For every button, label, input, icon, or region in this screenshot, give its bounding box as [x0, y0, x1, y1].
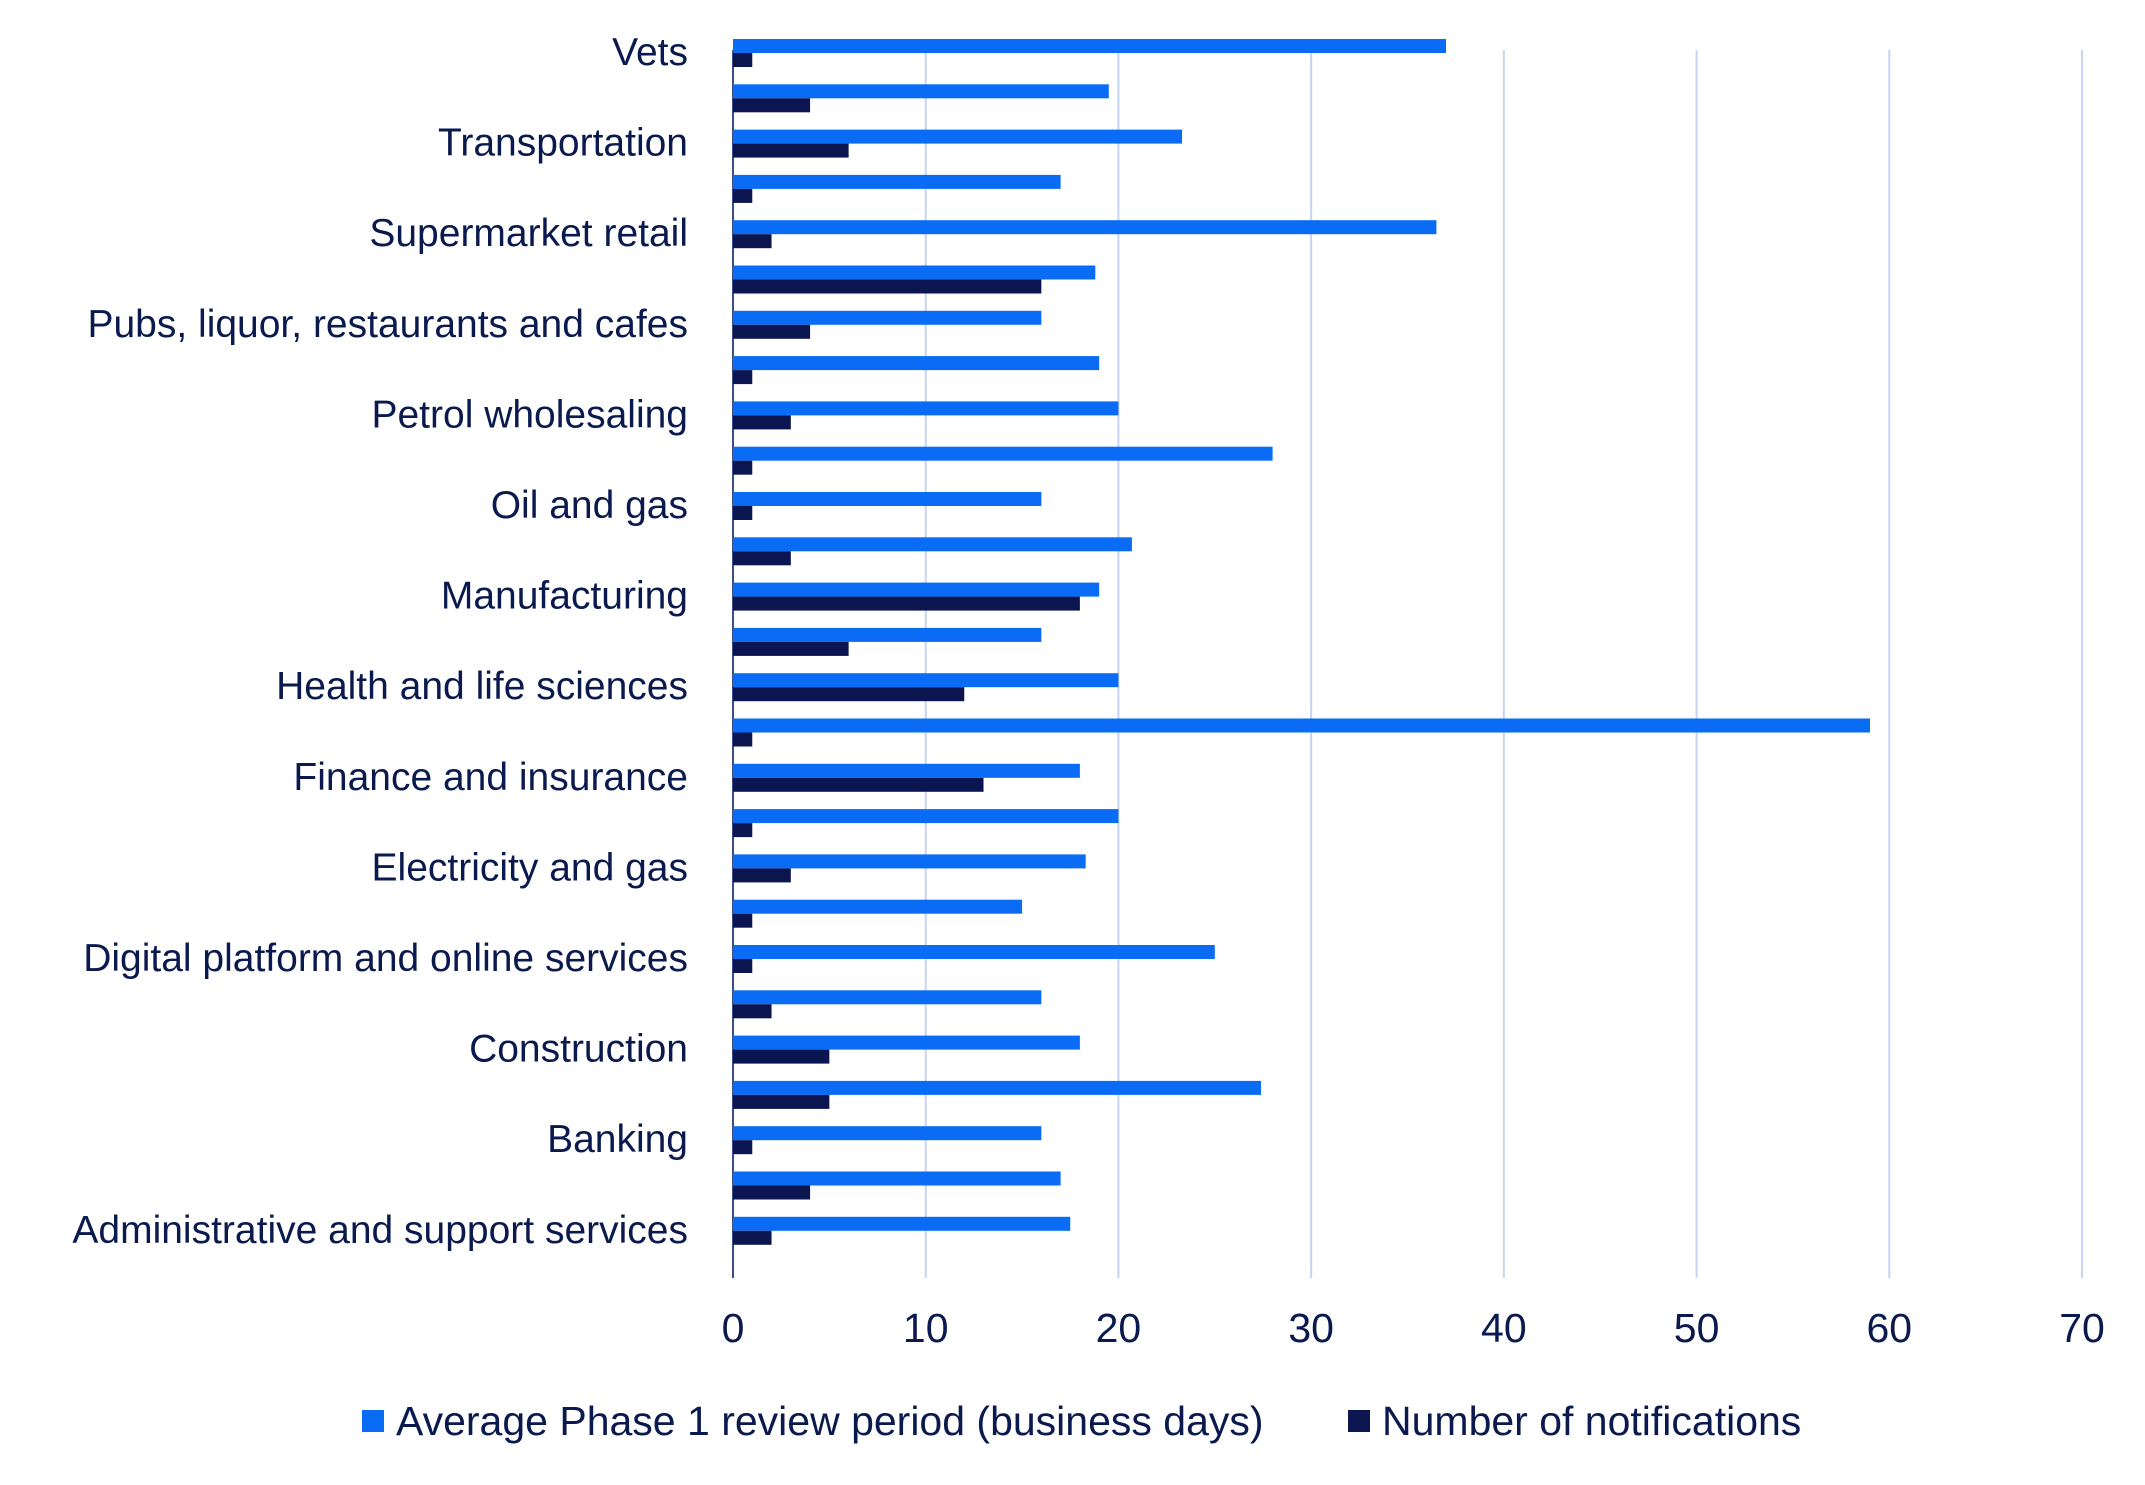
- bar-notifications-13: [733, 641, 849, 656]
- category-label-0: Vets: [612, 31, 688, 74]
- bar-notifications-7: [733, 370, 753, 385]
- bar-notifications-0: [733, 53, 753, 67]
- bars: [733, 39, 1871, 1245]
- gridlines: [732, 50, 2083, 1278]
- x-tick-label-40: 40: [1481, 1305, 1527, 1351]
- bar-review-period-14: [733, 673, 1119, 688]
- bar-notifications-9: [733, 460, 753, 475]
- bar-review-period-3: [733, 174, 1061, 189]
- bar-review-period-23: [733, 1080, 1262, 1095]
- bar-notifications-18: [733, 868, 791, 883]
- category-label-6: Pubs, liquor, restaurants and cafes: [87, 303, 688, 346]
- bar-notifications-10: [733, 506, 753, 520]
- category-label-4: Supermarket retail: [369, 212, 688, 255]
- bar-notifications-4: [733, 234, 772, 249]
- bar-notifications-19: [733, 913, 753, 928]
- bar-review-period-2: [733, 129, 1183, 144]
- x-tick-label-20: 20: [1096, 1305, 1142, 1351]
- bar-review-period-4: [733, 220, 1437, 235]
- legend-label-notifications: Number of notifications: [1382, 1398, 1801, 1444]
- category-label-18: Electricity and gas: [372, 846, 688, 889]
- bar-notifications-21: [733, 1004, 772, 1019]
- bar-review-period-20: [733, 945, 1215, 959]
- bar-review-period-26: [733, 1216, 1071, 1231]
- bar-review-period-22: [733, 1035, 1080, 1050]
- bar-review-period-8: [733, 401, 1119, 416]
- bar-review-period-25: [733, 1171, 1061, 1186]
- bar-notifications-20: [733, 959, 753, 973]
- bar-notifications-16: [733, 777, 984, 792]
- bar-notifications-14: [733, 687, 965, 702]
- bar-notifications-17: [733, 823, 753, 838]
- bar-review-period-9: [733, 446, 1273, 461]
- x-tick-label-70: 70: [2059, 1305, 2105, 1351]
- bar-notifications-25: [733, 1185, 811, 1200]
- x-tick-label-0: 0: [722, 1305, 745, 1351]
- category-label-10: Oil and gas: [491, 484, 688, 527]
- bar-notifications-5: [733, 279, 1042, 294]
- bar-review-period-1: [733, 84, 1109, 99]
- legend-label-review-period: Average Phase 1 review period (business …: [396, 1398, 1264, 1444]
- axes: 0 10 20 30 40 50 60 70 Vets Transportation Superma…: [72, 31, 2104, 1351]
- x-tick-label-30: 30: [1288, 1305, 1334, 1351]
- category-label-22: Construction: [469, 1028, 688, 1071]
- bar-review-period-0: [733, 39, 1447, 53]
- bar-review-period-10: [733, 492, 1042, 506]
- bar-review-period-6: [733, 310, 1042, 325]
- bar-review-period-16: [733, 763, 1080, 778]
- category-label-20: Digital platform and online services: [83, 937, 688, 980]
- bar-notifications-11: [733, 551, 791, 566]
- legend: Average Phase 1 review period (business …: [362, 1398, 1801, 1444]
- bar-notifications-12: [733, 596, 1080, 611]
- bar-notifications-6: [733, 324, 811, 339]
- bar-notifications-2: [733, 143, 849, 158]
- category-label-2: Transportation: [438, 122, 688, 165]
- bar-review-period-5: [733, 265, 1096, 280]
- bar-notifications-15: [733, 732, 753, 747]
- bar-review-period-7: [733, 356, 1100, 371]
- bar-review-period-18: [733, 854, 1086, 869]
- bar-review-period-12: [733, 582, 1100, 597]
- legend-swatch-notifications: [1348, 1410, 1370, 1432]
- category-label-14: Health and life sciences: [276, 665, 688, 708]
- category-label-16: Finance and insurance: [293, 756, 688, 799]
- bar-notifications-8: [733, 415, 791, 430]
- bar-notifications-23: [733, 1094, 830, 1109]
- x-tick-label-50: 50: [1674, 1305, 1720, 1351]
- bar-notifications-24: [733, 1140, 753, 1155]
- bar-review-period-13: [733, 627, 1042, 642]
- bar-review-period-21: [733, 990, 1042, 1005]
- x-tick-label-10: 10: [903, 1305, 949, 1351]
- category-label-26: Administrative and support services: [72, 1209, 688, 1252]
- bar-review-period-17: [733, 809, 1119, 824]
- bar-review-period-11: [733, 537, 1132, 552]
- bar-notifications-22: [733, 1049, 830, 1064]
- bar-notifications-1: [733, 98, 811, 113]
- bar-review-period-19: [733, 899, 1023, 914]
- bar-notifications-26: [733, 1230, 772, 1245]
- bar-notifications-3: [733, 188, 753, 203]
- x-tick-label-60: 60: [1866, 1305, 1912, 1351]
- legend-swatch-review-period: [362, 1410, 384, 1432]
- bar-review-period-15: [733, 718, 1871, 733]
- category-label-12: Manufacturing: [441, 575, 688, 618]
- category-label-8: Petrol wholesaling: [371, 393, 688, 436]
- category-label-24: Banking: [547, 1118, 688, 1161]
- bar-review-period-24: [733, 1126, 1042, 1141]
